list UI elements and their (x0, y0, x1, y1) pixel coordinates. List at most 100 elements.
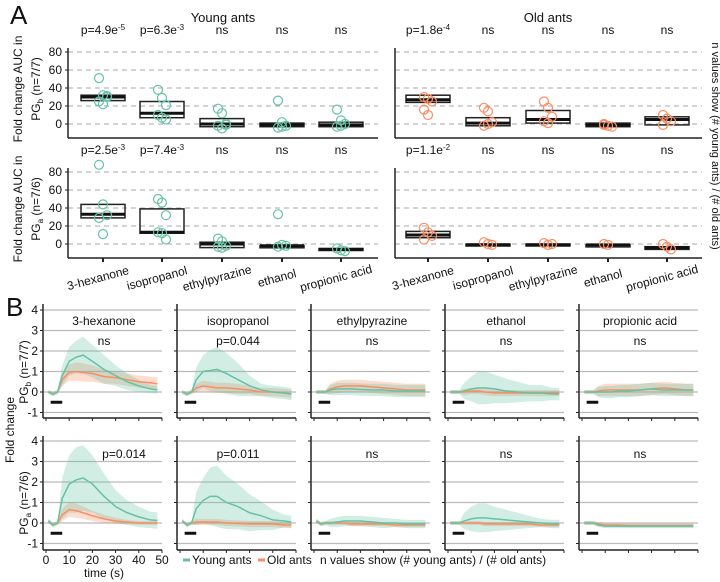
category-label: 3-hexanone (391, 263, 456, 293)
x-axis-label: time (s) (84, 566, 124, 580)
p-value-label: ns (542, 143, 555, 157)
p-value-label: ns (602, 23, 615, 37)
odor-title: ethanol (486, 314, 525, 328)
p-value-label: p=0.014 (102, 447, 146, 461)
data-point (160, 99, 172, 111)
p-value-base: p=2.5e (81, 143, 118, 157)
data-point (331, 104, 343, 115)
p-value-exponent: -3 (177, 143, 185, 152)
p-value-base: p=6.3e (140, 23, 177, 37)
p-value-label: ns (335, 143, 348, 157)
p-value-label: ns (216, 143, 229, 157)
y-tick-label: -1 (27, 537, 38, 551)
young-ants-mean-line (450, 517, 560, 525)
young-ants-mean-line (450, 387, 560, 395)
category-label: isopropanol (125, 263, 189, 293)
p-value-base: ns (216, 23, 229, 37)
p-value-label: ns (482, 23, 495, 37)
row-label-sub: b (24, 381, 33, 386)
p-value-label: p=6.3e-3 (140, 23, 185, 37)
x-tick-label: 20 (86, 553, 100, 567)
y-tick-label: 2 (31, 344, 38, 358)
category-label: ethanol (582, 266, 624, 290)
odor-title: propionic acid (603, 314, 677, 328)
p-value-label: ns (335, 23, 348, 37)
data-point (272, 122, 284, 133)
panel-label-a: A (10, 0, 28, 30)
legend-young-label: Young ants (192, 553, 252, 567)
row-label-main: PG (17, 386, 31, 403)
p-value-base: p=7.4e (140, 143, 177, 157)
p-value-label: ns (216, 23, 229, 37)
data-point (152, 227, 164, 238)
data-point (335, 245, 347, 256)
p-value-label: p=1.8e-4 (406, 23, 451, 37)
young-ants-mean-line (584, 522, 694, 527)
x-tick-label: 50 (155, 553, 169, 567)
p-value-base: p=1.1e (406, 143, 443, 157)
p-value-label: ns (500, 334, 513, 348)
young-ants-mean-line (584, 388, 694, 393)
right-axis-label: n values show (# young ants) / (# old an… (709, 42, 720, 249)
data-point (657, 119, 669, 131)
data-point (335, 120, 347, 131)
p-value-exponent: -3 (177, 23, 185, 32)
p-value-label: ns (276, 23, 289, 37)
old-ants-band (450, 387, 560, 397)
p-value-label: ns (542, 23, 555, 37)
y-tick-label: 1 (31, 365, 38, 379)
data-point (216, 242, 228, 253)
young-ants-band (48, 336, 158, 397)
y-tick-label: 0 (31, 385, 38, 399)
data-point (152, 84, 164, 95)
y-tick-label: 40 (49, 81, 63, 95)
data-point (272, 209, 284, 220)
y-tick-label: 80 (49, 45, 63, 59)
y-tick-label: 4 (31, 303, 38, 317)
data-point (280, 240, 292, 251)
data-point (422, 109, 434, 121)
odor-title: isopropanol (207, 314, 269, 328)
data-point (93, 159, 105, 170)
y-tick-label: 3 (31, 455, 38, 469)
y-tick-label: 60 (49, 63, 63, 77)
data-point (280, 120, 292, 131)
row-label-main: PG (29, 103, 43, 120)
data-point (665, 244, 677, 255)
y-tick-label: 4 (31, 434, 38, 448)
x-tick-label: 30 (109, 553, 123, 567)
row-label-rest: (n=7/7) (17, 340, 31, 382)
data-point (606, 121, 618, 132)
old-ants-band (316, 379, 426, 397)
x-tick-label: 10 (63, 553, 77, 567)
data-point (482, 238, 494, 250)
row-label: PGa (n=7/6) (29, 177, 45, 241)
row-label: PGb (n=7/7) (17, 340, 33, 404)
odor-title: ethylpyrazine (337, 314, 408, 328)
data-point (220, 119, 232, 131)
p-value-base: ns (482, 23, 495, 37)
young-ants-band (450, 503, 560, 533)
young-ants-mean-line (315, 520, 426, 525)
p-value-label: p=4.9e-5 (81, 23, 126, 37)
p-value-base: ns (542, 143, 555, 157)
p-value-exponent: -3 (118, 143, 126, 152)
row-label: PGa (n=7/6) (17, 471, 33, 535)
p-value-label: p=0.011 (217, 447, 260, 461)
data-point (542, 239, 554, 250)
p-value-exponent: -2 (443, 143, 451, 152)
p-value-label: ns (276, 143, 289, 157)
data-point (602, 239, 614, 250)
young-ants-band (48, 445, 158, 529)
young-ants-mean-line (48, 354, 158, 395)
young-ants-mean-line (182, 368, 292, 395)
y-tick-label: 20 (49, 99, 63, 113)
row-label-sub: b (36, 98, 45, 103)
p-value-label: ns (602, 143, 615, 157)
row-label-main: PG (29, 223, 43, 240)
p-value-label: ns (634, 447, 647, 461)
data-point (272, 241, 284, 252)
title-old-ants: Old ants (524, 10, 573, 25)
y-tick-label: 3 (31, 324, 38, 338)
y-tick-label: 20 (49, 219, 63, 233)
